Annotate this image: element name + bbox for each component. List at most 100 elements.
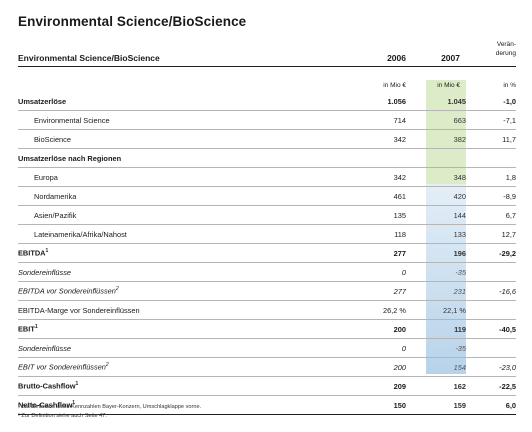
value-2006-text: 461 xyxy=(393,191,406,201)
value-2007-text: 231 xyxy=(453,286,466,296)
value-2006: 150 xyxy=(366,395,406,415)
value-2007-text: 348 xyxy=(453,172,466,182)
value-2007: -35 xyxy=(426,262,466,282)
table-row: Europa 342 348 1,8 xyxy=(18,167,516,187)
row-label-text: Sondereinflüsse xyxy=(18,343,72,353)
table-row: Sondereinflüsse 0 -35 xyxy=(18,338,516,358)
value-2007: 162 xyxy=(426,376,466,396)
value-2006: 0 xyxy=(366,262,406,282)
row-label: Umsatzerlöse nach Regionen xyxy=(18,148,366,168)
value-change: 6,0 xyxy=(476,395,516,415)
value-2007: -35 xyxy=(426,338,466,358)
value-change-text: 6,7 xyxy=(505,210,516,220)
value-2006: 0 xyxy=(366,338,406,358)
value-2006: 714 xyxy=(366,110,406,130)
value-2007-text: 159 xyxy=(453,400,466,410)
value-2006-text: 150 xyxy=(393,400,406,410)
value-2006-text: 714 xyxy=(393,115,406,125)
page-title: Environmental Science/BioScience xyxy=(18,14,247,29)
value-2006: 118 xyxy=(366,224,406,244)
row-label: Brutto-Cashflow1 xyxy=(18,376,366,396)
value-2006-text: 209 xyxy=(393,381,406,391)
value-change xyxy=(476,148,516,168)
footnote-marker: 1 xyxy=(34,324,38,331)
value-2006-text: 1.056 xyxy=(387,96,407,106)
row-label-text: Umsatzerlöse nach Regionen xyxy=(18,153,122,163)
column-header-2006: 2006 xyxy=(387,53,406,63)
table-row: Asien/Pazifik 135 144 6,7 xyxy=(18,205,516,225)
value-change: -29,2 xyxy=(476,243,516,263)
value-change: -7,1 xyxy=(476,110,516,130)
value-2006-text: 118 xyxy=(394,229,406,239)
row-label-text: Europa xyxy=(34,172,58,182)
value-2007-text: 663 xyxy=(453,115,466,125)
value-change-text: -16,6 xyxy=(499,286,516,296)
value-2007: 133 xyxy=(426,224,466,244)
table-row: EBITDA-Marge vor Sondereinflüssen 26,2 % 2… xyxy=(18,300,516,320)
value-2007-text: -35 xyxy=(455,343,466,353)
table-row: Sondereinflüsse 0 -35 xyxy=(18,262,516,282)
table-row: EBITDA vor Sondereinflüssen2 277 231 -16,6 xyxy=(18,281,516,301)
row-label-text: Netto-Cashflow xyxy=(18,400,73,410)
value-2007-text: 382 xyxy=(453,134,466,144)
value-change xyxy=(476,338,516,358)
row-label: EBITDA-Marge vor Sondereinflüssen xyxy=(18,300,366,320)
row-label-text: EBITDA vor Sondereinflüssen xyxy=(18,286,116,296)
value-2006: 277 xyxy=(366,243,406,263)
financial-table: Umsatzerlöse 1.056 1.045 -1,0 Environmental … xyxy=(18,92,516,415)
value-2006-text: 277 xyxy=(393,286,406,296)
value-change: 12,7 xyxy=(476,224,516,244)
row-label: EBITDA1 xyxy=(18,243,366,263)
value-change: -22,5 xyxy=(476,376,516,396)
value-2007-text: -35 xyxy=(455,267,466,277)
table-row: EBIT vor Sondereinflüssen2 200 154 -23,0 xyxy=(18,357,516,377)
value-change-text: -40,5 xyxy=(499,324,516,334)
row-label: BioScience xyxy=(18,129,366,149)
table-row: Netto-Cashflow1 150 159 6,0 xyxy=(18,395,516,415)
value-2006: 200 xyxy=(366,319,406,339)
value-change: -23,0 xyxy=(476,357,516,377)
value-2006-text: 200 xyxy=(393,362,406,372)
value-2007-text: 144 xyxy=(453,210,466,220)
row-label: EBIT1 xyxy=(18,319,366,339)
row-label-text: BioScience xyxy=(34,134,71,144)
value-2006-text: 135 xyxy=(393,210,406,220)
row-label-text: Lateinamerika/Afrika/Nahost xyxy=(34,229,127,239)
row-label: Sondereinflüsse xyxy=(18,262,366,282)
value-change-text: 12,7 xyxy=(501,229,516,239)
table-row: Nordamerika 461 420 -8,9 xyxy=(18,186,516,206)
row-label: EBITDA vor Sondereinflüssen2 xyxy=(18,281,366,301)
value-change: -40,5 xyxy=(476,319,516,339)
row-label: Sondereinflüsse xyxy=(18,338,366,358)
row-label-text: Sondereinflüsse xyxy=(18,267,72,277)
table-row: EBITDA1 277 196 -29,2 xyxy=(18,243,516,263)
footnote-marker: 1 xyxy=(72,400,75,407)
row-label-text: Environmental Science xyxy=(34,115,110,125)
value-2006-text: 277 xyxy=(393,248,406,258)
header-rule xyxy=(18,66,516,67)
row-label: Environmental Science xyxy=(18,110,366,130)
value-change-text: -29,2 xyxy=(499,248,516,258)
value-2007-text: 133 xyxy=(453,229,466,239)
value-2007-text: 22,1 % xyxy=(442,305,466,315)
value-change: 11,7 xyxy=(476,129,516,149)
value-2006-text: 0 xyxy=(401,267,406,277)
value-change-text: -8,9 xyxy=(503,191,516,201)
value-change-text: 11,7 xyxy=(502,134,516,144)
value-change-text: -22,5 xyxy=(499,381,516,391)
value-2007: 144 xyxy=(426,205,466,225)
value-2006: 200 xyxy=(366,357,406,377)
value-change-text: 6,0 xyxy=(505,400,516,410)
value-2006-text: 26,2 % xyxy=(382,305,406,315)
row-label-text: EBITDA-Marge vor Sondereinflüssen xyxy=(18,305,140,315)
row-label: Netto-Cashflow1 xyxy=(18,395,366,415)
value-2006: 26,2 % xyxy=(366,300,406,320)
row-label: Nordamerika xyxy=(18,186,366,206)
value-2007: 1.045 xyxy=(426,92,466,111)
footnote-marker: 2 xyxy=(115,286,119,293)
value-2006: 277 xyxy=(366,281,406,301)
value-2007: 22,1 % xyxy=(426,300,466,320)
value-2007-text: 119 xyxy=(454,324,466,334)
row-label: Asien/Pazifik xyxy=(18,205,366,225)
